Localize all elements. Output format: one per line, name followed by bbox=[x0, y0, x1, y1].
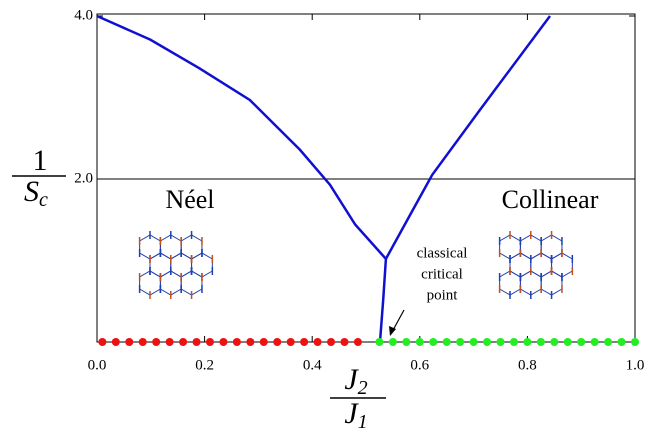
lattice-insets bbox=[140, 231, 573, 299]
annotation: point bbox=[427, 287, 459, 303]
x-label-numerator-sub: 2 bbox=[358, 377, 368, 399]
point bbox=[456, 338, 464, 346]
point bbox=[470, 338, 478, 346]
y-tick-label: 4.0 bbox=[74, 7, 93, 23]
point bbox=[375, 338, 383, 346]
x-tick-label: 1.0 bbox=[626, 357, 645, 373]
x-tick-label: 0.2 bbox=[195, 357, 214, 373]
point bbox=[340, 338, 348, 346]
curve bbox=[386, 16, 550, 259]
point bbox=[523, 338, 531, 346]
point bbox=[429, 338, 437, 346]
point bbox=[354, 338, 362, 346]
point bbox=[550, 338, 558, 346]
point bbox=[179, 338, 187, 346]
point bbox=[273, 338, 281, 346]
point bbox=[246, 338, 254, 346]
x-label-denominator: J1 bbox=[344, 397, 367, 433]
point bbox=[139, 338, 147, 346]
y-label-denominator: Sc bbox=[24, 175, 48, 211]
point bbox=[577, 338, 585, 346]
point bbox=[483, 338, 491, 346]
point bbox=[604, 338, 612, 346]
point bbox=[631, 338, 639, 346]
point bbox=[300, 338, 308, 346]
point bbox=[233, 338, 241, 346]
plot-frame bbox=[97, 14, 635, 342]
point bbox=[389, 338, 397, 346]
point bbox=[287, 338, 295, 346]
point bbox=[618, 338, 626, 346]
point bbox=[193, 338, 201, 346]
x-tick-label: 0.6 bbox=[410, 357, 429, 373]
annotation: classical bbox=[417, 245, 468, 261]
point bbox=[497, 338, 505, 346]
point bbox=[537, 338, 545, 346]
y-tick-label: 2.0 bbox=[74, 170, 93, 186]
point bbox=[260, 338, 268, 346]
point bbox=[591, 338, 599, 346]
x-tick-label: 0.4 bbox=[303, 357, 322, 373]
point bbox=[206, 338, 214, 346]
point bbox=[125, 338, 133, 346]
chart: 1 Sc J2 J1 Néel Collinear classical crit… bbox=[0, 0, 651, 434]
y-label-numerator: 1 bbox=[33, 144, 48, 177]
annotation: critical bbox=[421, 266, 463, 282]
point bbox=[166, 338, 174, 346]
point bbox=[112, 338, 120, 346]
point bbox=[510, 338, 518, 346]
y-label-denominator-sub: c bbox=[39, 189, 48, 211]
point bbox=[98, 338, 106, 346]
point bbox=[564, 338, 572, 346]
x-label-numerator: J2 bbox=[344, 363, 367, 399]
y-label-denominator-main: S bbox=[24, 175, 39, 208]
point bbox=[219, 338, 227, 346]
point bbox=[152, 338, 160, 346]
point bbox=[327, 338, 335, 346]
annotation: Collinear bbox=[502, 185, 599, 214]
annotation: Néel bbox=[165, 185, 214, 214]
x-tick-label: 0.8 bbox=[518, 357, 537, 373]
x-label-denominator-sub: 1 bbox=[358, 411, 368, 433]
point bbox=[314, 338, 322, 346]
point bbox=[416, 338, 424, 346]
x-tick-label: 0.0 bbox=[88, 357, 107, 373]
point bbox=[443, 338, 451, 346]
point bbox=[402, 338, 410, 346]
